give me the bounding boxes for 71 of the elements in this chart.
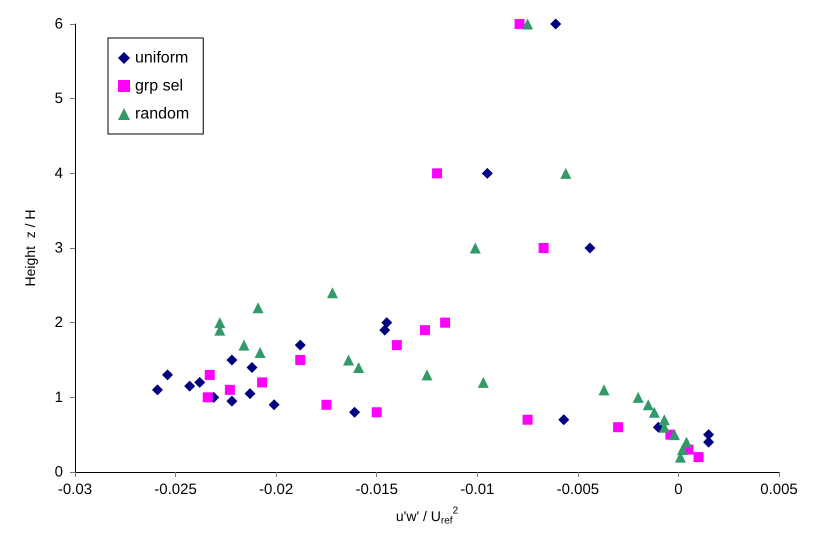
- point: [294, 340, 306, 351]
- y-tick-label: 2: [54, 314, 63, 332]
- point: [584, 242, 596, 254]
- x-tick-label: -0.03: [58, 481, 92, 498]
- point: [246, 362, 258, 373]
- point: [353, 362, 364, 373]
- point: [392, 340, 402, 350]
- x-tick-label: -0.01: [460, 481, 494, 498]
- point: [440, 318, 450, 328]
- x-tick-label: -0.02: [259, 481, 294, 498]
- point: [676, 444, 688, 456]
- point: [432, 168, 442, 178]
- y-tick-label: 1: [54, 388, 63, 406]
- point: [648, 406, 660, 418]
- point: [478, 376, 489, 388]
- point: [522, 18, 534, 30]
- point: [372, 407, 382, 418]
- point: [254, 347, 266, 358]
- point: [295, 355, 306, 365]
- legend-label: grp sel: [135, 78, 184, 94]
- point: [598, 384, 610, 396]
- x-tick-label: -0.015: [355, 481, 398, 498]
- point: [613, 422, 624, 432]
- point: [522, 414, 533, 425]
- legend-label: uniform: [135, 50, 188, 66]
- point: [321, 400, 332, 410]
- point: [194, 376, 206, 388]
- point: [326, 287, 338, 298]
- point: [268, 399, 280, 410]
- point: [381, 317, 392, 328]
- point: [244, 388, 256, 400]
- point: [694, 452, 704, 462]
- y-axis-title: Height z / H: [22, 209, 38, 287]
- point: [202, 392, 213, 402]
- point: [632, 392, 644, 403]
- point: [204, 370, 215, 380]
- point: [482, 168, 493, 179]
- point: [558, 414, 570, 426]
- point: [470, 242, 481, 254]
- point: [152, 384, 163, 396]
- point: [226, 396, 238, 407]
- point: [680, 436, 692, 448]
- x-tick-label: 0.005: [760, 481, 798, 498]
- y-tick-label: 0: [54, 464, 63, 480]
- point: [668, 429, 680, 440]
- point: [422, 369, 432, 380]
- point: [252, 302, 264, 314]
- x-tick-label: -0.025: [154, 481, 197, 498]
- point: [238, 340, 250, 351]
- point: [420, 325, 430, 336]
- y-tick-label: 4: [54, 164, 63, 182]
- point: [550, 18, 562, 30]
- point: [226, 354, 238, 366]
- point: [379, 324, 390, 336]
- x-tick-label: -0.005: [556, 481, 600, 498]
- point: [538, 243, 549, 253]
- y-tick-label: 3: [54, 240, 63, 256]
- point: [349, 406, 360, 418]
- point: [162, 369, 174, 380]
- point: [703, 436, 714, 448]
- point: [257, 377, 268, 388]
- y-tick-label: 6: [54, 16, 63, 32]
- legend-label: random: [135, 106, 190, 122]
- point: [514, 19, 525, 29]
- point: [343, 354, 354, 366]
- point: [560, 168, 572, 179]
- point: [184, 380, 196, 392]
- point: [224, 384, 235, 395]
- x-tick-label: 0: [674, 481, 683, 498]
- point: [642, 399, 654, 410]
- y-tick-label: 5: [54, 90, 63, 108]
